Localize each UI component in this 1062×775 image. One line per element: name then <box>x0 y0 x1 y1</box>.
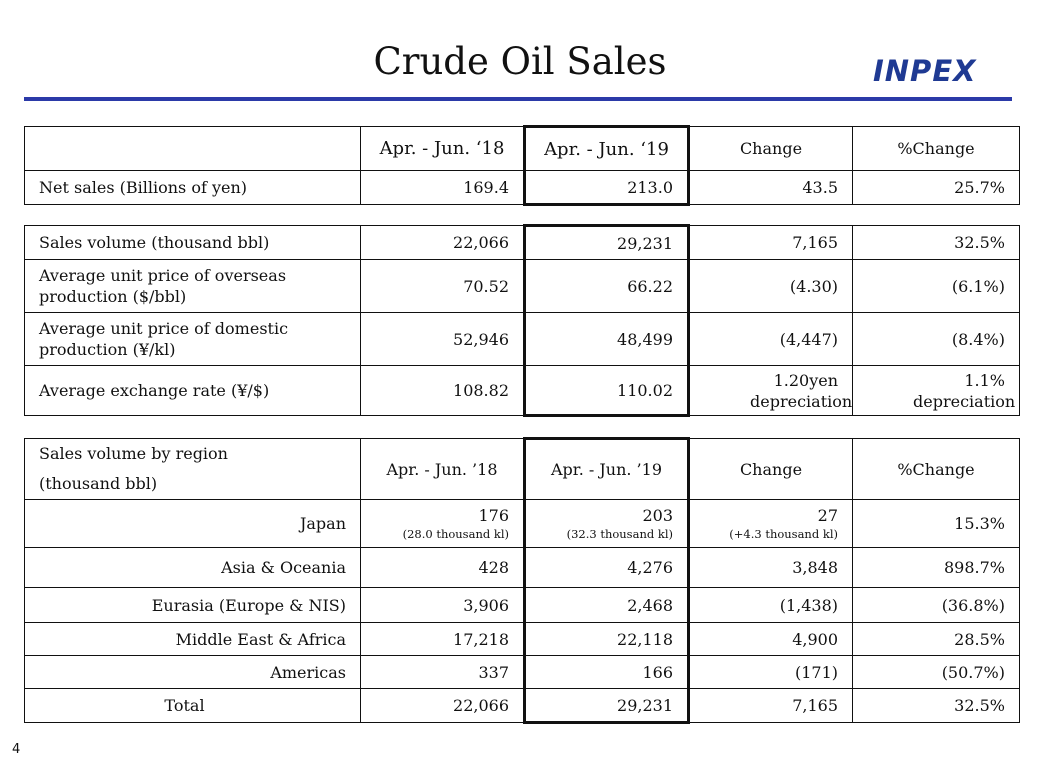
value-pct: 25.7% <box>852 170 1020 205</box>
value-pct: (36.8%) <box>852 587 1020 623</box>
region-label: Japan <box>24 499 361 548</box>
row-label: Average unit price of overseas productio… <box>24 259 361 313</box>
value-change: 27 (+4.3 thousand kl) <box>688 499 853 548</box>
value-pct: (8.4%) <box>852 312 1020 366</box>
value-18: 3,906 <box>360 587 525 623</box>
header-apr-jun-19: Apr. - Jun. ‘19 <box>523 125 690 171</box>
value-change: 1.20yen depreciation <box>688 365 853 416</box>
value-18: 169.4 <box>360 170 525 205</box>
value-change: (4.30) <box>688 259 853 313</box>
value-18: 70.52 <box>360 259 525 313</box>
value-change-kl: (+4.3 thousand kl) <box>729 526 838 541</box>
value-19: 66.22 <box>523 259 690 313</box>
region-header-line2: (thousand bbl) <box>39 474 158 493</box>
region-label: Eurasia (Europe & NIS) <box>24 587 361 623</box>
value-19-kl: (32.3 thousand kl) <box>566 526 673 541</box>
value-19: 203 (32.3 thousand kl) <box>523 499 690 548</box>
value-change: 43.5 <box>688 170 853 205</box>
region-table: Sales volume by region (thousand bbl) Ap… <box>24 437 1020 724</box>
value-18: 108.82 <box>360 365 525 416</box>
value-19-bbl: 203 <box>642 505 673 525</box>
value-19: 4,276 <box>523 547 690 588</box>
row-label: Sales volume (thousand bbl) <box>24 225 361 260</box>
sales-volume-table: Sales volume (thousand bbl) 22,066 29,23… <box>24 224 1020 417</box>
value-pct: (50.7%) <box>852 655 1020 689</box>
header-pct-change: %Change <box>852 438 1020 500</box>
value-18-kl: (28.0 thousand kl) <box>402 526 509 541</box>
value-change: (1,438) <box>688 587 853 623</box>
total-label: Total <box>24 688 361 723</box>
value-19: 29,231 <box>523 688 690 724</box>
table-row: Middle East & Africa 17,218 22,118 4,900… <box>24 622 1020 656</box>
value-19: 2,468 <box>523 587 690 623</box>
inpex-logo: INPEX <box>873 54 977 88</box>
value-18: 22,066 <box>360 225 525 260</box>
header-change: Change <box>688 126 853 171</box>
table-row: Average unit price of domestic productio… <box>24 312 1020 366</box>
page-title: Crude Oil Sales <box>373 40 667 83</box>
region-label: Middle East & Africa <box>24 622 361 656</box>
header-apr-jun-18: Apr. - Jun. ’18 <box>360 438 525 500</box>
value-18: 22,066 <box>360 688 525 723</box>
value-19: 166 <box>523 655 690 689</box>
table-row: Average unit price of overseas productio… <box>24 259 1020 313</box>
table-row: Net sales (Billions of yen) 169.4 213.0 … <box>24 170 1020 206</box>
region-header-line1: Sales volume by region <box>39 444 228 463</box>
header-pct-change: %Change <box>852 126 1020 171</box>
region-label: Asia & Oceania <box>24 547 361 588</box>
value-19: 22,118 <box>523 622 690 656</box>
value-pct: 15.3% <box>852 499 1020 548</box>
value-18: 176 (28.0 thousand kl) <box>360 499 525 548</box>
value-19: 213.0 <box>523 170 690 206</box>
region-header-label: Sales volume by region (thousand bbl) <box>24 438 361 500</box>
row-label: Average exchange rate (¥/$) <box>24 365 361 416</box>
value-18-bbl: 176 <box>478 505 509 525</box>
header-apr-jun-19: Apr. - Jun. ’19 <box>523 437 690 500</box>
value-19: 29,231 <box>523 224 690 260</box>
value-change-bbl: 27 <box>817 505 838 525</box>
row-label: Net sales (Billions of yen) <box>24 170 361 205</box>
value-19: 48,499 <box>523 312 690 366</box>
table-row-total: Total 22,066 29,231 7,165 32.5% <box>24 688 1020 724</box>
value-pct: 1.1% depreciation <box>852 365 1020 416</box>
header-blank <box>24 126 361 171</box>
net-sales-table: Apr. - Jun. ‘18 Apr. - Jun. ‘19 Change %… <box>24 125 1020 206</box>
region-label: Americas <box>24 655 361 689</box>
table-row: Sales volume (thousand bbl) 22,066 29,23… <box>24 224 1020 260</box>
value-18: 17,218 <box>360 622 525 656</box>
header-change: Change <box>688 438 853 500</box>
page-number: 4 <box>12 742 21 757</box>
value-change: 7,165 <box>688 688 853 723</box>
value-18: 337 <box>360 655 525 689</box>
table-header-row: Apr. - Jun. ‘18 Apr. - Jun. ‘19 Change %… <box>24 125 1020 171</box>
value-19: 110.02 <box>523 365 690 417</box>
row-label: Average unit price of domestic productio… <box>24 312 361 366</box>
table-row: Average exchange rate (¥/$) 108.82 110.0… <box>24 365 1020 417</box>
title-divider <box>24 97 1012 101</box>
table-header-row: Sales volume by region (thousand bbl) Ap… <box>24 437 1020 500</box>
value-18: 52,946 <box>360 312 525 366</box>
value-change: 7,165 <box>688 225 853 260</box>
value-18: 428 <box>360 547 525 588</box>
header-apr-jun-18: Apr. - Jun. ‘18 <box>360 126 525 171</box>
value-change: 4,900 <box>688 622 853 656</box>
value-pct: (6.1%) <box>852 259 1020 313</box>
table-row: Eurasia (Europe & NIS) 3,906 2,468 (1,43… <box>24 587 1020 623</box>
value-change: (171) <box>688 655 853 689</box>
value-pct: 32.5% <box>852 688 1020 723</box>
table-row: Americas 337 166 (171) (50.7%) <box>24 655 1020 689</box>
table-row-japan: Japan 176 (28.0 thousand kl) 203 (32.3 t… <box>24 499 1020 548</box>
value-pct: 28.5% <box>852 622 1020 656</box>
value-pct: 32.5% <box>852 225 1020 260</box>
value-pct: 898.7% <box>852 547 1020 588</box>
table-row: Asia & Oceania 428 4,276 3,848 898.7% <box>24 547 1020 588</box>
value-change: (4,447) <box>688 312 853 366</box>
value-change: 3,848 <box>688 547 853 588</box>
